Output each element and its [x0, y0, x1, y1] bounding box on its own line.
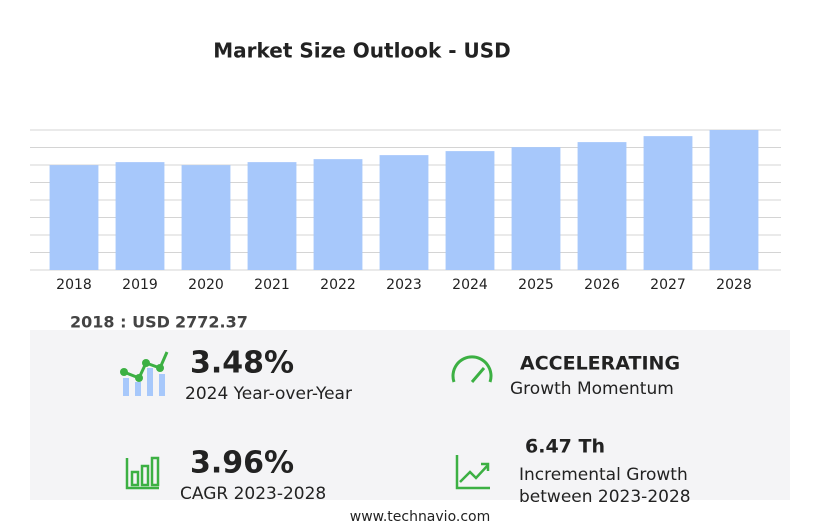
icon-gauge	[451, 355, 493, 383]
x-tick-label: 2021	[254, 277, 290, 293]
bar	[181, 165, 231, 270]
bar	[577, 142, 627, 270]
stat-label: between 2023-2028	[519, 487, 691, 507]
stat-label: 2024 Year-over-Year	[185, 384, 352, 404]
stat-label: Incremental Growth	[519, 465, 688, 485]
stat-value: ACCELERATING	[520, 353, 680, 375]
x-tick-label: 2019	[122, 277, 158, 293]
bar	[49, 165, 99, 270]
chart-title: Market Size Outlook - USD	[213, 39, 510, 63]
stat-value: 3.96%	[190, 446, 294, 481]
bar	[247, 162, 297, 270]
bar	[643, 136, 693, 270]
x-tick-label: 2024	[452, 277, 488, 293]
stat-value: 6.47 Th	[525, 436, 605, 458]
highlight-value: 2772.37	[175, 313, 248, 332]
bar	[313, 159, 363, 270]
stat-label: Growth Momentum	[510, 379, 674, 399]
bar	[445, 151, 495, 270]
x-tick-label: 2025	[518, 277, 554, 293]
bar	[709, 130, 759, 270]
bar	[115, 162, 165, 270]
icon-yoy	[120, 351, 169, 396]
icon-cagr	[125, 456, 160, 490]
highlight-label: 2018 : USD	[70, 313, 170, 332]
footer: www.technavio.com	[350, 509, 491, 525]
stat-value: 3.48%	[190, 346, 294, 381]
bar	[511, 147, 561, 270]
stats-panel	[30, 330, 790, 500]
x-tick-label: 2023	[386, 277, 422, 293]
stat-label: CAGR 2023-2028	[180, 484, 326, 504]
x-tick-label: 2027	[650, 277, 686, 293]
x-tick-label: 2022	[320, 277, 356, 293]
icon-incremental	[455, 455, 490, 490]
bar	[379, 155, 429, 270]
x-tick-label: 2018	[56, 277, 92, 293]
x-tick-label: 2026	[584, 277, 620, 293]
x-tick-label: 2028	[716, 277, 752, 293]
x-tick-label: 2020	[188, 277, 224, 293]
